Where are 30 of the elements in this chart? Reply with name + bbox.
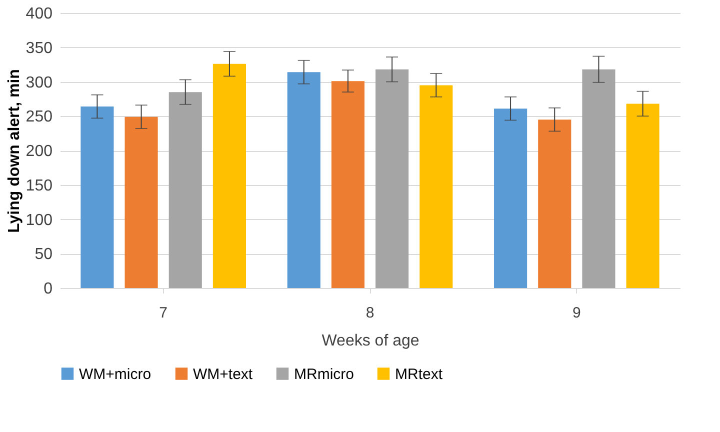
- bar: [124, 116, 158, 288]
- x-axis-title: Weeks of age: [322, 332, 420, 350]
- bar: [168, 92, 202, 288]
- legend-label: MRtext: [395, 366, 444, 383]
- x-tick-label: 7: [159, 304, 168, 322]
- legend-label: WM+text: [193, 366, 254, 383]
- bar: [287, 72, 320, 288]
- bar: [420, 85, 453, 288]
- legend-label: MRmicro: [294, 366, 354, 383]
- y-tick-label: 350: [26, 40, 53, 57]
- y-tick-label: 300: [26, 74, 53, 92]
- x-tick-label: 9: [572, 304, 581, 322]
- bar: [582, 69, 616, 288]
- bar: [331, 81, 364, 288]
- y-tick-label: 0: [44, 280, 53, 298]
- bar: [538, 120, 572, 288]
- bar: [376, 69, 409, 288]
- bar: [212, 64, 246, 288]
- bar: [626, 104, 660, 288]
- y-axis-title: Lying down alert, min: [6, 69, 23, 233]
- y-tick-label: 250: [26, 108, 53, 126]
- bar: [494, 108, 528, 288]
- y-tick-label: 150: [26, 177, 53, 194]
- y-tick-label: 200: [26, 143, 53, 160]
- bar: [80, 106, 114, 288]
- x-tick-label: 8: [366, 304, 374, 322]
- y-tick-label: 50: [34, 246, 53, 264]
- legend-label: WM+micro: [79, 366, 152, 383]
- y-tick-label: 100: [26, 212, 53, 229]
- y-tick-label: 400: [26, 6, 53, 22]
